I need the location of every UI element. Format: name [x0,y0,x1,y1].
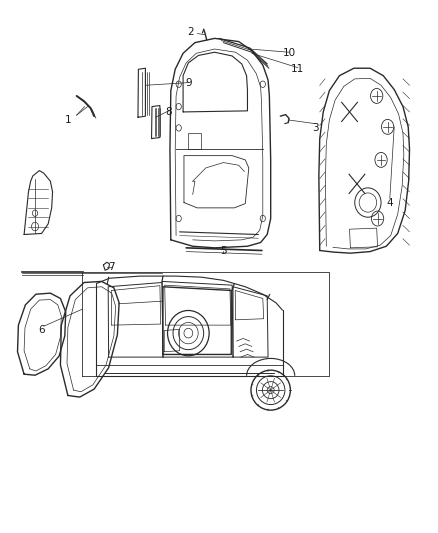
Text: 4: 4 [386,198,393,207]
Text: 9: 9 [185,78,192,87]
Text: 8: 8 [165,107,172,117]
Text: 1: 1 [64,115,71,125]
Text: 7: 7 [108,262,115,271]
Text: 10: 10 [283,49,296,58]
Text: 11: 11 [291,64,304,74]
Text: 6: 6 [38,326,45,335]
Text: 5: 5 [220,246,227,255]
Text: 2: 2 [187,27,194,37]
Text: 3: 3 [312,123,319,133]
